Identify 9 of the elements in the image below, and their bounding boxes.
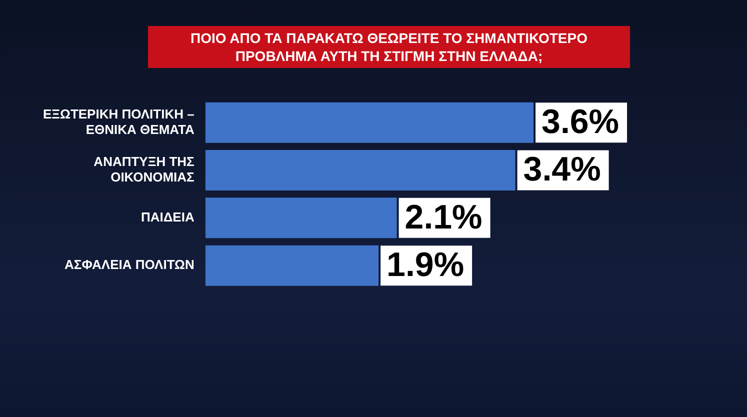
y-tick-label: ΑΝΑΠΤΥΞΗ ΤΗΣ ΟΙΚΟΝΟΜΙΑΣ <box>94 154 195 185</box>
data-label: 3.4% <box>523 150 601 189</box>
y-tick-label: ΠΑΙΔΕΙΑ <box>140 210 195 225</box>
y-tick-label: ΑΣΦΑΛΕΙΑ ΠΟΛΙΤΩΝ <box>64 257 194 272</box>
chart-title: ΠΟΙΟ ΑΠΟ ΤΑ ΠΑΡΑΚΑΤΩ ΘΕΩΡΕΙΤΕ ΤΟ ΣΗΜΑΝΤΙΚΟΤΕΡΟ ΠΡΟΒΛΗΜΑ ΑΥΤΗ ΤΗ ΣΤΙΓΜΗ ΣΤΗΝ ΕΛΛΑΔΑ; <box>148 26 630 68</box>
data-label: 3.6% <box>542 103 620 141</box>
data-label: 2.1% <box>404 198 482 236</box>
data-label: 1.9% <box>386 246 464 284</box>
y-tick-label: ΕΞΩΤΕΡΙΚΗ ΠΟΛΙΤΙΚΗ – ΕΘΝΙΚΑ ΘΕΜΑΤΑ <box>42 106 195 138</box>
